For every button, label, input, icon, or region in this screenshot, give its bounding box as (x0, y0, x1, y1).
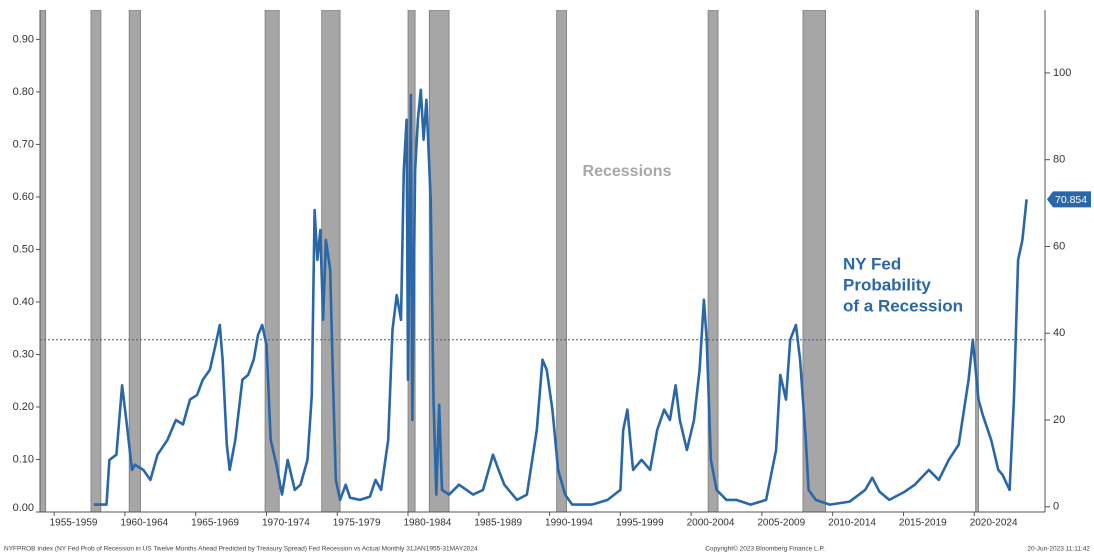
recession-bar (707, 10, 719, 512)
x-tick-label: 2010-2014 (828, 518, 876, 529)
y-tick-label: 0.40 (13, 296, 34, 308)
x-tick-label: 1960-1964 (120, 518, 168, 529)
x-tick-label: 1980-1984 (404, 518, 452, 529)
x-tick-label: 1985-1989 (474, 518, 522, 529)
last-value-tag (1047, 191, 1091, 208)
y-tick-label: 0.60 (13, 191, 34, 203)
last-value-label: 70.854 (1055, 194, 1087, 206)
y2-tick-label: 0 (1053, 501, 1059, 513)
x-tick-label: 2020-2024 (970, 518, 1018, 529)
recession-bar (556, 10, 567, 512)
y-tick-label: 0.10 (13, 453, 34, 465)
recession-bar (975, 10, 979, 512)
series-label: Probability (843, 275, 931, 294)
y2-tick-label: 40 (1053, 327, 1065, 339)
y-tick-label: 0.00 (13, 502, 34, 514)
x-tick-label: 1990-1994 (545, 518, 593, 529)
recession-bar (90, 10, 102, 512)
y2-tick-label: 60 (1053, 240, 1065, 252)
recession-bar (802, 10, 826, 512)
recessions-label: Recessions (583, 163, 672, 180)
y2-tick-label: 80 (1053, 154, 1065, 166)
x-tick-label: 2015-2019 (899, 518, 947, 529)
y-tick-label: 0.20 (13, 401, 34, 413)
copyright: Copyright© 2023 Bloomberg Finance L.P. (705, 545, 825, 553)
recession-bar (264, 10, 280, 512)
x-tick-label: 1955-1959 (50, 518, 98, 529)
y-tick-label: 0.50 (13, 243, 34, 255)
x-tick-label: 2005-2009 (757, 518, 805, 529)
x-tick-label: 1975-1979 (333, 518, 381, 529)
y-tick-label: 0.30 (13, 348, 34, 360)
y2-tick-label: 20 (1053, 414, 1065, 426)
y2-tick-label: 100 (1053, 67, 1071, 79)
y-tick-label: 0.90 (13, 33, 34, 45)
source-note: NYFPROB Index (NY Fed Prob of Recession … (4, 546, 478, 553)
x-tick-label: 1995-1999 (616, 518, 664, 529)
x-tick-label: 1970-1974 (262, 518, 310, 529)
x-tick-label: 2000-2004 (687, 518, 735, 529)
recession-bar (128, 10, 141, 512)
timestamp: 20-Jun-2023 11:11:42 (1027, 546, 1090, 553)
recession-layer (40, 10, 979, 512)
recession-bar (40, 10, 47, 512)
series-label: of a Recession (843, 296, 963, 315)
series-line (93, 88, 1028, 506)
series-label: NY Fed (843, 254, 901, 273)
y-tick-label: 0.80 (13, 86, 34, 98)
x-tick-label: 1965-1969 (191, 518, 239, 529)
y-tick-label: 0.70 (13, 138, 34, 150)
